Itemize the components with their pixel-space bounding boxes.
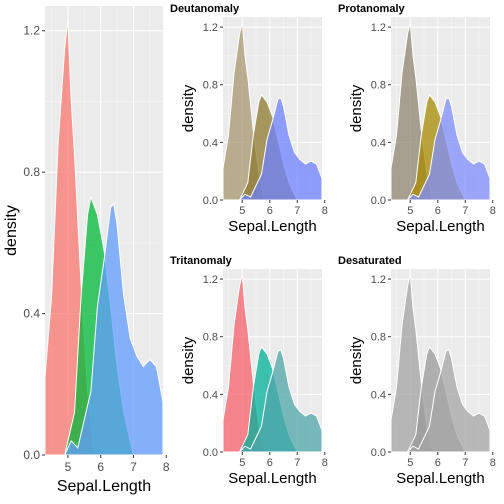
x-axis-title: Sepal.Length xyxy=(396,470,484,487)
panel-title: Deutanomaly xyxy=(170,3,240,15)
y-tick-label: 0.8 xyxy=(371,80,386,92)
density-area-3 xyxy=(238,348,323,453)
panel-desaturated: 5 6 7 8 0.0 0.4 0.8 1.2 Sepal.Length density Desat… xyxy=(338,255,496,487)
x-tick-label: 7 xyxy=(294,457,300,469)
panel-title: Protanomaly xyxy=(338,3,406,15)
x-tick-label: 6 xyxy=(97,460,104,474)
x-tick-label: 5 xyxy=(407,457,413,469)
panel-protanomaly: 5 6 7 8 0.0 0.4 0.8 1.2 Sepal.Length density Prota… xyxy=(338,3,496,235)
y-tick-label: 0.8 xyxy=(203,80,218,92)
panel-title: Desaturated xyxy=(338,255,402,267)
x-tick-label: 7 xyxy=(294,205,300,217)
y-axis-title: density xyxy=(3,205,20,256)
x-tick-label: 7 xyxy=(462,457,468,469)
density-area-3 xyxy=(238,96,323,201)
y-tick-label: 0.4 xyxy=(23,307,40,321)
density-area-3 xyxy=(63,202,164,456)
y-axis-title: density xyxy=(180,84,197,132)
y-tick-label: 0.0 xyxy=(371,447,386,459)
x-tick-label: 7 xyxy=(130,460,137,474)
panel-main: 5 6 7 8 0.0 0.4 0.8 1.2 Sepal.Length density xyxy=(3,6,170,495)
x-tick-label: 5 xyxy=(239,457,245,469)
x-tick-label: 5 xyxy=(239,205,245,217)
density-area-3 xyxy=(406,96,491,201)
y-tick-label: 1.2 xyxy=(23,24,40,38)
y-tick-label: 0.0 xyxy=(371,195,386,207)
x-tick-label: 6 xyxy=(435,457,441,469)
x-axis-title: Sepal.Length xyxy=(228,470,316,487)
y-tick-label: 0.4 xyxy=(371,389,386,401)
x-tick-label: 8 xyxy=(322,457,328,469)
y-tick-label: 1.2 xyxy=(371,22,386,34)
panel-tritanomaly: 5 6 7 8 0.0 0.4 0.8 1.2 Sepal.Length density Trita… xyxy=(170,255,328,487)
x-tick-label: 6 xyxy=(435,205,441,217)
y-tick-label: 0.8 xyxy=(371,332,386,344)
x-axis-title: Sepal.Length xyxy=(396,218,484,235)
y-tick-label: 1.2 xyxy=(203,274,218,286)
y-axis-title: density xyxy=(348,336,365,384)
x-tick-label: 5 xyxy=(65,460,72,474)
y-axis-title: density xyxy=(348,84,365,132)
y-tick-label: 0.8 xyxy=(203,332,218,344)
x-tick-label: 8 xyxy=(163,460,170,474)
x-tick-label: 6 xyxy=(267,457,273,469)
panel-deutanomaly: 5 6 7 8 0.0 0.4 0.8 1.2 Sepal.Length density Deuta… xyxy=(170,3,328,235)
x-tick-label: 5 xyxy=(407,205,413,217)
x-tick-label: 8 xyxy=(322,205,328,217)
y-tick-label: 1.2 xyxy=(203,22,218,34)
y-tick-label: 0.8 xyxy=(23,165,40,179)
x-axis-title: Sepal.Length xyxy=(228,218,316,235)
y-tick-label: 0.0 xyxy=(203,447,218,459)
x-tick-label: 6 xyxy=(267,205,273,217)
x-tick-label: 8 xyxy=(490,205,496,217)
y-axis-title: density xyxy=(180,336,197,384)
y-tick-label: 0.4 xyxy=(203,389,218,401)
y-tick-label: 0.4 xyxy=(371,137,386,149)
y-tick-label: 0.0 xyxy=(203,195,218,207)
panel-title: Tritanomaly xyxy=(170,255,233,267)
x-tick-label: 7 xyxy=(462,205,468,217)
y-tick-label: 0.4 xyxy=(203,137,218,149)
x-axis-title: Sepal.Length xyxy=(57,478,151,495)
density-area-3 xyxy=(406,348,491,453)
y-tick-label: 0.0 xyxy=(23,448,40,462)
x-tick-label: 8 xyxy=(490,457,496,469)
y-tick-label: 1.2 xyxy=(371,274,386,286)
